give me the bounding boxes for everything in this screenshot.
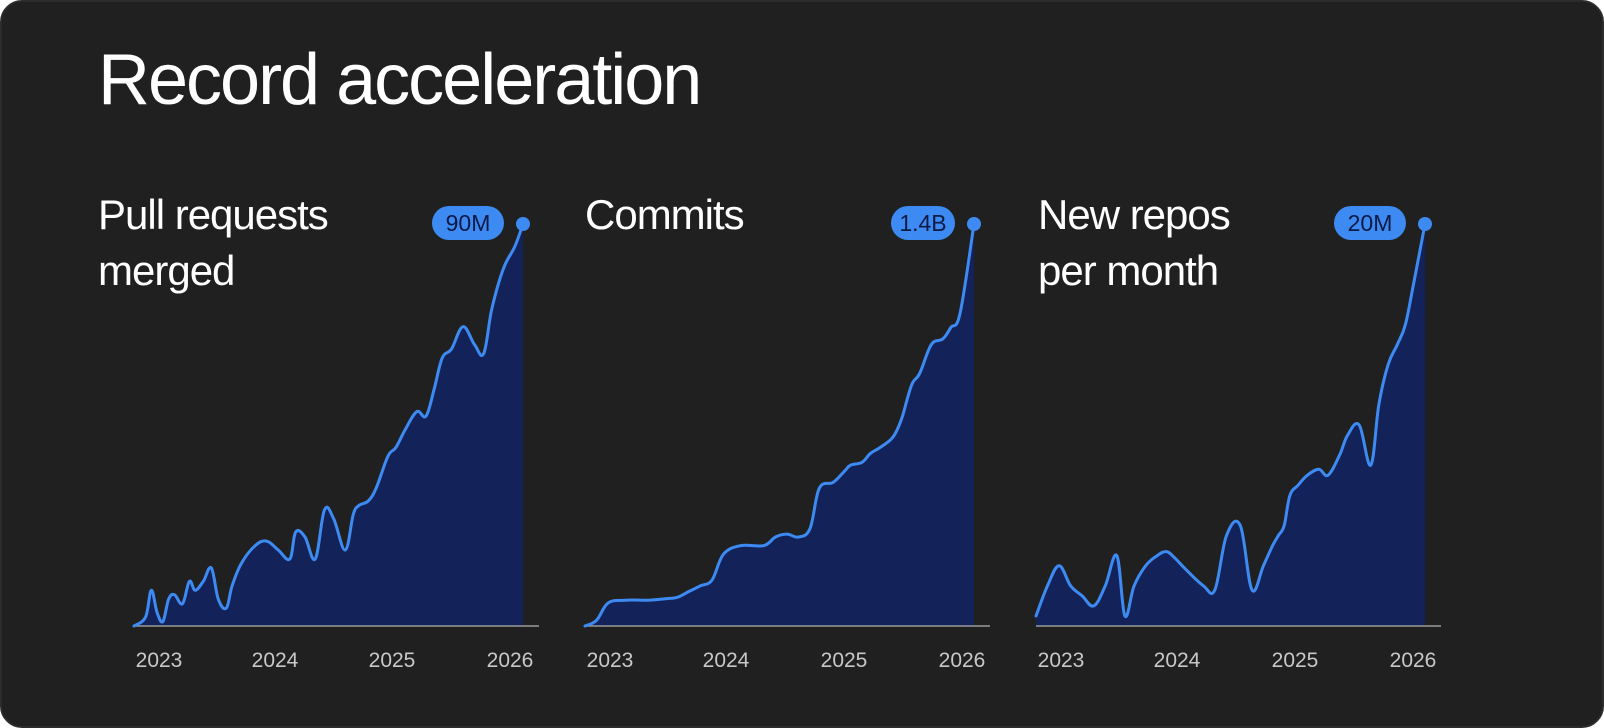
series-line xyxy=(583,222,976,628)
value-badge-label: 1.4B xyxy=(899,210,946,236)
series-line xyxy=(1034,222,1427,619)
chart-title-line: merged xyxy=(98,247,234,294)
x-tick-label: 2024 xyxy=(703,649,750,672)
chart-title-line: New repos xyxy=(1038,191,1230,238)
area-fill xyxy=(134,224,523,626)
chart-panel-1: Pull requests merged 90M 2023 2024 2025 2026 xyxy=(98,191,539,672)
x-tick-label: 2025 xyxy=(1272,649,1319,672)
chart-title-line: Commits xyxy=(585,191,744,238)
x-tick-label: 2025 xyxy=(821,649,868,672)
chart-title-line: per month xyxy=(1038,247,1218,294)
x-tick-label: 2023 xyxy=(136,649,183,672)
x-tick-label: 2024 xyxy=(1154,649,1201,672)
x-tick-label: 2025 xyxy=(369,649,416,672)
end-point-marker xyxy=(1417,217,1432,231)
x-tick-label: 2026 xyxy=(487,649,534,672)
value-badge xyxy=(431,206,504,240)
series-line xyxy=(132,222,525,628)
area-fill xyxy=(585,224,974,626)
value-badge-label: 90M xyxy=(446,210,491,236)
x-tick-label: 2024 xyxy=(252,649,299,672)
x-tick-label: 2023 xyxy=(587,649,634,672)
x-tick-label: 2026 xyxy=(1390,649,1437,672)
end-point-marker xyxy=(515,217,530,231)
chart-panel-3: New repos per month 20M 2023 2024 2025 2026 xyxy=(1034,191,1441,672)
value-badge-label: 20M xyxy=(1348,210,1393,236)
chart-title-line: Pull requests xyxy=(98,191,328,238)
chart-panel-2: Commits 1.4B 2023 2024 2025 2026 xyxy=(583,191,990,672)
value-badge xyxy=(1333,206,1406,240)
x-tick-label: 2026 xyxy=(939,649,986,672)
area-fill xyxy=(1036,224,1425,626)
x-tick-label: 2023 xyxy=(1038,649,1085,672)
end-point-marker xyxy=(966,217,981,231)
value-badge xyxy=(890,206,955,240)
page-title: Record acceleration xyxy=(98,40,702,120)
